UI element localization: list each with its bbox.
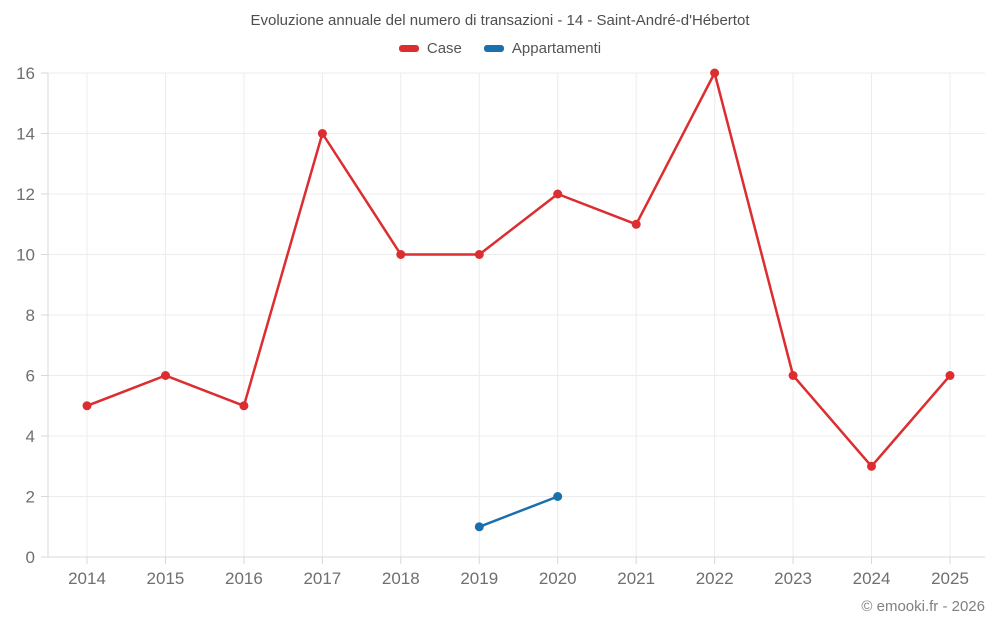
y-tick-label: 10 <box>16 246 35 265</box>
x-tick-label: 2025 <box>931 569 969 588</box>
data-point <box>710 68 720 78</box>
y-tick-label: 0 <box>26 548 35 567</box>
x-tick-label: 2018 <box>382 569 420 588</box>
y-tick-label: 14 <box>16 125 35 144</box>
x-tick-label: 2022 <box>696 569 734 588</box>
y-tick-label: 4 <box>26 427 35 446</box>
data-point <box>396 250 406 259</box>
series-lines <box>82 68 955 532</box>
appartamenti-series-swatch <box>483 45 504 52</box>
data-point <box>867 461 876 471</box>
legend-item-appartamenti[interactable]: Appartamenti <box>483 40 602 57</box>
chart-title: Evoluzione annuale del numero di transaz… <box>250 12 750 29</box>
x-tick-label: 2019 <box>460 569 498 588</box>
series-case <box>82 68 955 471</box>
data-point <box>161 371 170 380</box>
data-point <box>788 371 798 380</box>
x-tick-label: 2023 <box>774 569 812 588</box>
y-tick-label: 16 <box>16 64 35 83</box>
data-point <box>553 492 563 501</box>
data-point <box>82 401 92 411</box>
axes <box>41 72 985 564</box>
legend-label-case: Case <box>426 40 462 57</box>
data-point <box>474 522 484 532</box>
data-point <box>553 189 563 199</box>
y-tick-label: 6 <box>26 367 35 386</box>
y-tick-label: 12 <box>16 185 35 204</box>
data-point <box>945 371 955 380</box>
x-tick-label: 2020 <box>539 569 577 588</box>
x-tick-label: 2015 <box>147 569 185 588</box>
axis-labels: 0 2 4 6 8 10 12 14 16 2014 2015 2016 2017 2018 2019 202… <box>16 64 969 588</box>
legend-item-case[interactable]: Case <box>398 40 462 57</box>
y-tick-label: 2 <box>26 488 35 507</box>
case-series-swatch <box>398 45 419 52</box>
x-tick-label: 2014 <box>68 569 106 588</box>
data-point <box>317 129 327 138</box>
x-tick-label: 2021 <box>617 569 655 588</box>
legend-label-appartamenti: Appartamenti <box>511 40 602 57</box>
y-tick-label: 8 <box>26 306 35 325</box>
gridlines <box>48 72 985 557</box>
series-appartamenti <box>474 492 563 532</box>
data-point <box>474 250 484 259</box>
x-tick-label: 2017 <box>303 569 341 588</box>
chart-legend: Case Appartamenti <box>0 40 1000 57</box>
data-point <box>239 401 249 411</box>
x-tick-label: 2016 <box>225 569 263 588</box>
x-tick-label: 2024 <box>853 569 891 588</box>
data-point <box>631 219 641 229</box>
copyright-text: © emooki.fr - 2026 <box>861 598 985 615</box>
